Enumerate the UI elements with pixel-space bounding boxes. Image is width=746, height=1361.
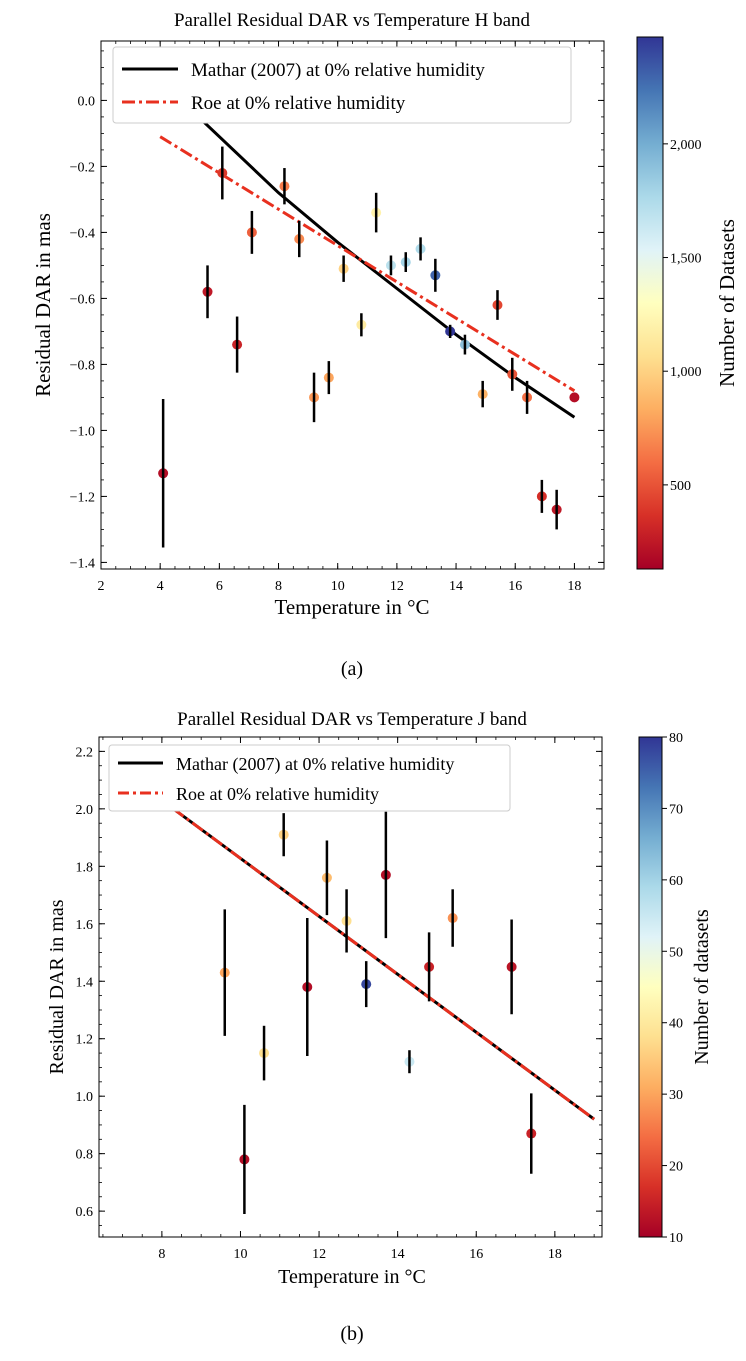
chart-a-legend-box bbox=[112, 46, 572, 124]
chart-b: Parallel Residual DAR vs Temperature J b… bbox=[46, 709, 713, 1345]
x-tick-label: 12 bbox=[312, 1247, 326, 1262]
chart-a: Parallel Residual DAR vs Temperature H b… bbox=[31, 10, 739, 680]
chart-a-legend: Mathar (2007) at 0% relative humidity Ro… bbox=[112, 46, 572, 124]
data-point bbox=[569, 392, 580, 403]
x-tick-label: 16 bbox=[508, 579, 522, 594]
colorbar-tick-label: 40 bbox=[669, 1017, 683, 1032]
x-tick-label: 8 bbox=[158, 1247, 165, 1262]
chart-b-plot-frame bbox=[98, 736, 603, 1238]
y-tick-label: 0.0 bbox=[78, 94, 96, 109]
chart-a-title: Parallel Residual DAR vs Temperature H b… bbox=[174, 10, 531, 31]
chart-b-ticks: 8 10 12 14 16 18 0.6 0.8 1.0 1.2 1.4 1.6 1.8 2.0 2.2 bbox=[76, 737, 602, 1262]
y-tick-label: −0.8 bbox=[70, 358, 95, 373]
y-tick-label: 1.8 bbox=[76, 860, 94, 875]
colorbar-tick-label: 30 bbox=[669, 1088, 683, 1103]
x-tick-label: 10 bbox=[233, 1247, 247, 1262]
y-tick-label: −1.4 bbox=[70, 556, 95, 571]
y-tick-label: 2.2 bbox=[76, 745, 94, 760]
chart-a-caption: (a) bbox=[341, 658, 363, 680]
x-tick-label: 14 bbox=[449, 579, 463, 594]
x-tick-label: 4 bbox=[157, 579, 164, 594]
y-tick-label: −0.4 bbox=[70, 226, 95, 241]
x-tick-label: 16 bbox=[469, 1247, 483, 1262]
x-tick-label: 14 bbox=[391, 1247, 405, 1262]
chart-b-title: Parallel Residual DAR vs Temperature J b… bbox=[177, 709, 527, 730]
y-tick-label: 2.0 bbox=[76, 803, 94, 818]
y-tick-label: 1.0 bbox=[76, 1090, 94, 1105]
chart-a-points bbox=[158, 82, 580, 548]
colorbar-tick-label: 60 bbox=[669, 874, 683, 889]
y-tick-label: −0.2 bbox=[70, 160, 95, 175]
chart-b-legend: Mathar (2007) at 0% relative humidity Ro… bbox=[108, 744, 511, 812]
x-tick-label: 6 bbox=[216, 579, 223, 594]
colorbar-tick-label: 500 bbox=[670, 479, 691, 494]
colorbar-tick-label: 70 bbox=[669, 802, 683, 817]
mathar-model-line bbox=[133, 778, 596, 1121]
chart-b-legend-box bbox=[108, 744, 511, 812]
x-tick-label: 18 bbox=[548, 1247, 562, 1262]
chart-b-colorbar-gradient bbox=[638, 736, 663, 1238]
chart-a-colorbar-ticks: 500 1,000 1,500 2,000 bbox=[663, 138, 702, 494]
colorbar-tick-label: 80 bbox=[669, 731, 683, 746]
chart-a-colorbar: 500 1,000 1,500 2,000 Number of Datasets bbox=[636, 36, 739, 570]
chart-b-colorbar: 10 20 30 40 50 60 70 80 Number of datasets bbox=[638, 731, 713, 1246]
chart-b-legend-mathar-label: Mathar (2007) at 0% relative humidity bbox=[176, 754, 454, 775]
x-tick-label: 2 bbox=[98, 579, 105, 594]
chart-a-ylabel: Residual DAR in mas bbox=[31, 213, 55, 397]
chart-a-legend-mathar-label: Mathar (2007) at 0% relative humidity bbox=[191, 60, 485, 81]
chart-b-xlabel: Temperature in °C bbox=[278, 1266, 426, 1288]
colorbar-tick-label: 1,500 bbox=[670, 252, 702, 267]
y-tick-label: 1.2 bbox=[76, 1033, 94, 1048]
chart-b-legend-roe-label: Roe at 0% relative humidity bbox=[176, 784, 379, 804]
y-tick-label: 0.8 bbox=[76, 1148, 94, 1163]
chart-a-xlabel: Temperature in °C bbox=[274, 595, 429, 619]
colorbar-tick-label: 50 bbox=[669, 945, 683, 960]
y-tick-label: 0.6 bbox=[76, 1205, 94, 1220]
colorbar-tick-label: 2,000 bbox=[670, 138, 702, 153]
x-tick-label: 12 bbox=[390, 579, 404, 594]
y-tick-label: 1.4 bbox=[76, 975, 94, 990]
x-tick-label: 18 bbox=[567, 579, 581, 594]
x-tick-label: 10 bbox=[331, 579, 345, 594]
colorbar-tick-label: 10 bbox=[669, 1231, 683, 1246]
x-tick-label: 8 bbox=[275, 579, 282, 594]
chart-a-ticks: 2 4 6 8 10 12 14 16 18 0.0 −0.2 −0.4 −0.6 −0.8 −1.0 −1.… bbox=[70, 41, 605, 594]
colorbar-tick-label: 1,000 bbox=[670, 365, 702, 380]
chart-a-colorbar-label: Number of Datasets bbox=[715, 219, 739, 387]
chart-b-colorbar-ticks: 10 20 30 40 50 60 70 80 bbox=[662, 731, 683, 1246]
chart-b-colorbar-label: Number of datasets bbox=[691, 909, 713, 1065]
chart-b-points bbox=[219, 748, 537, 1215]
y-tick-label: −1.2 bbox=[70, 490, 95, 505]
y-tick-label: −0.6 bbox=[70, 292, 95, 307]
chart-a-model-lines bbox=[159, 79, 576, 419]
chart-a-legend-roe-label: Roe at 0% relative humidity bbox=[191, 93, 406, 114]
chart-b-ylabel: Residual DAR in mas bbox=[46, 899, 68, 1074]
y-tick-label: 1.6 bbox=[76, 918, 94, 933]
chart-b-model-lines bbox=[133, 778, 596, 1121]
roe-model-line bbox=[159, 135, 576, 393]
colorbar-tick-label: 20 bbox=[669, 1160, 683, 1175]
y-tick-label: −1.0 bbox=[70, 424, 95, 439]
chart-a-colorbar-gradient bbox=[636, 36, 664, 570]
chart-b-caption: (b) bbox=[340, 1323, 363, 1345]
